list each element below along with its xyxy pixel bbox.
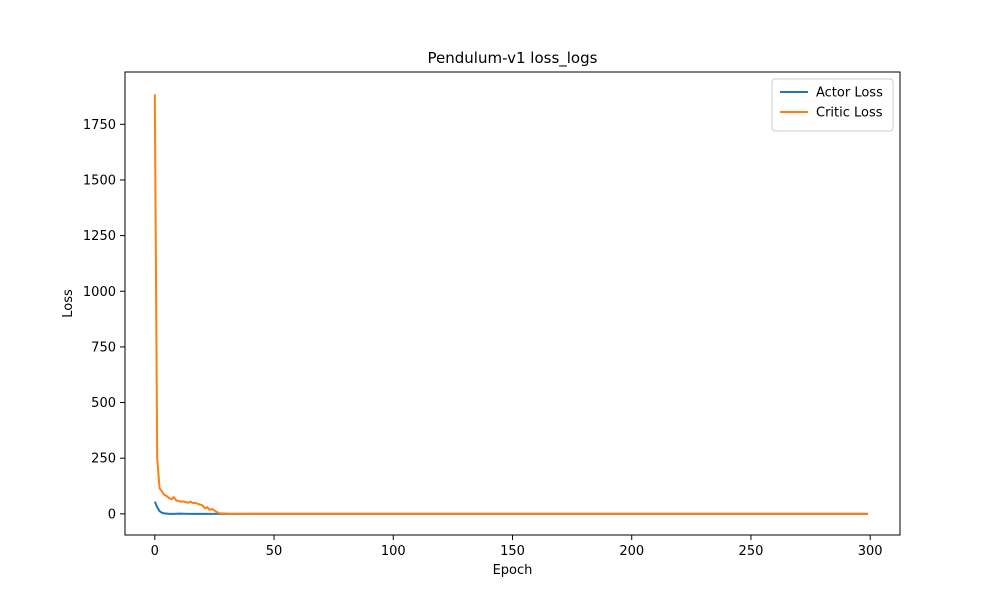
x-tick-label: 250 — [739, 544, 764, 559]
legend-label-actor-loss: Actor Loss — [816, 86, 883, 101]
x-tick-label: 200 — [619, 544, 644, 559]
x-axis: 0 50 100 150 200 250 300 — [151, 535, 883, 559]
x-tick-label: 150 — [500, 544, 525, 559]
y-tick-label: 500 — [91, 396, 116, 411]
x-tick-label: 300 — [858, 544, 883, 559]
critic-loss-line — [153, 94, 868, 515]
y-tick-label: 0 — [108, 507, 116, 522]
y-axis-label: Loss — [61, 289, 76, 318]
y-tick-label: 1750 — [83, 118, 116, 133]
plot-area — [153, 94, 868, 515]
x-tick-label: 0 — [151, 544, 159, 559]
y-tick-label: 250 — [91, 452, 116, 467]
y-tick-label: 1000 — [83, 285, 116, 300]
y-tick-label: 1250 — [83, 229, 116, 244]
legend-label-critic-loss: Critic Loss — [816, 106, 883, 121]
y-tick-label: 750 — [91, 340, 116, 355]
y-tick-label: 1500 — [83, 173, 116, 188]
chart-title: Pendulum-v1 loss_logs — [428, 49, 598, 68]
y-axis: 0 250 500 750 1000 1250 1500 1750 — [83, 118, 125, 522]
x-axis-label: Epoch — [493, 563, 533, 578]
x-tick-label: 50 — [266, 544, 283, 559]
legend: Actor Loss Critic Loss — [771, 78, 894, 132]
x-tick-label: 100 — [381, 544, 406, 559]
